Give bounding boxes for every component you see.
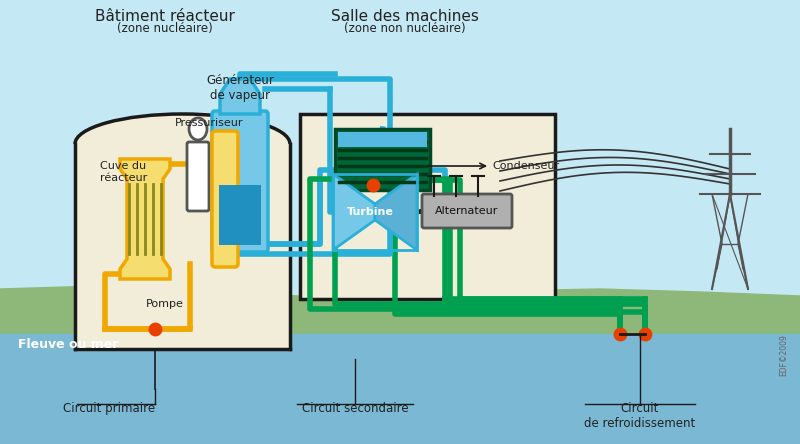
Ellipse shape xyxy=(75,114,290,174)
Bar xyxy=(219,185,261,245)
Text: Cuve du
réacteur: Cuve du réacteur xyxy=(100,161,147,183)
FancyBboxPatch shape xyxy=(187,142,209,211)
Bar xyxy=(335,129,430,190)
Bar xyxy=(338,132,427,147)
FancyBboxPatch shape xyxy=(212,131,238,267)
Text: Condenseur: Condenseur xyxy=(492,161,559,171)
Text: Fleuve ou mer: Fleuve ou mer xyxy=(18,337,118,350)
Text: Turbine: Turbine xyxy=(346,207,394,217)
Text: Circuit secondaire: Circuit secondaire xyxy=(302,402,408,415)
Text: Pressuriseur: Pressuriseur xyxy=(175,118,243,128)
Polygon shape xyxy=(333,174,375,250)
FancyBboxPatch shape xyxy=(212,111,268,252)
Text: (zone nucléaire): (zone nucléaire) xyxy=(117,22,213,35)
Bar xyxy=(300,114,555,299)
Bar xyxy=(75,144,290,349)
Polygon shape xyxy=(220,79,260,114)
Bar xyxy=(0,334,800,444)
Text: EDF©2009: EDF©2009 xyxy=(779,334,788,376)
Text: Générateur
de vapeur: Générateur de vapeur xyxy=(206,74,274,102)
Text: Salle des machines: Salle des machines xyxy=(331,9,479,24)
Text: Pompe: Pompe xyxy=(146,299,184,309)
Text: Circuit
de refroidissement: Circuit de refroidissement xyxy=(584,402,696,430)
Bar xyxy=(333,174,417,250)
Text: (zone non nucléaire): (zone non nucléaire) xyxy=(344,22,466,35)
Text: Circuit primaire: Circuit primaire xyxy=(63,402,155,415)
Ellipse shape xyxy=(189,118,207,140)
Text: Alternateur: Alternateur xyxy=(435,206,498,216)
FancyBboxPatch shape xyxy=(422,194,512,228)
Polygon shape xyxy=(0,286,800,444)
Polygon shape xyxy=(120,159,170,279)
Text: Bâtiment réacteur: Bâtiment réacteur xyxy=(95,9,235,24)
Polygon shape xyxy=(375,174,417,250)
